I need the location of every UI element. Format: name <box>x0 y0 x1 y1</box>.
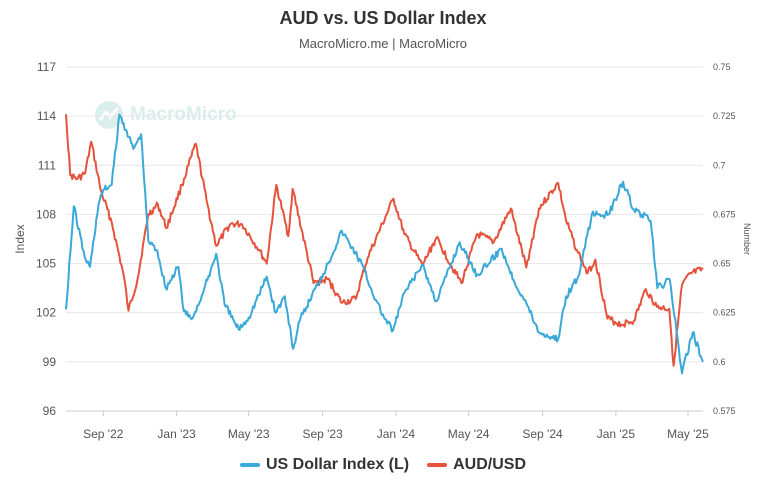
y-right-tick-label: 0.65 <box>713 259 731 269</box>
legend-item-dxy[interactable]: US Dollar Index (L) <box>239 456 410 474</box>
x-tick-label: Jan '25 <box>597 427 636 441</box>
legend-item-aud[interactable]: AUD/USD <box>427 456 526 474</box>
watermark-text: MacroMicro <box>130 104 237 125</box>
x-tick-label: May '25 <box>667 427 709 441</box>
y-right-tick-label: 0.6 <box>713 357 726 367</box>
y-right-tick-label: 0.75 <box>713 62 731 72</box>
y-right-tick-label: 0.625 <box>713 308 736 318</box>
chart-title: AUD vs. US Dollar Index <box>279 8 487 28</box>
y-left-tick-label: 99 <box>43 355 57 369</box>
y-left-axis-title: Index <box>13 224 27 253</box>
x-tick-label: Jan '24 <box>377 427 416 441</box>
y-left-tick-label: 105 <box>36 257 56 271</box>
y-right-tick-label: 0.725 <box>713 111 736 121</box>
x-tick-label: Sep '22 <box>83 427 124 441</box>
x-tick-label: Sep '23 <box>302 427 343 441</box>
y-left-tick-label: 108 <box>36 207 56 221</box>
x-tick-label: Jan '23 <box>157 427 196 441</box>
legend-swatch-aud <box>427 463 448 467</box>
us-dollar-index-line <box>65 113 704 375</box>
y-left-tick-label: 111 <box>38 158 57 172</box>
x-tick-label: Sep '24 <box>522 427 563 441</box>
aud-usd-line <box>65 114 704 367</box>
chart-subtitle: MacroMicro.me | MacroMicro <box>298 36 468 51</box>
y-right-axis-title: Number <box>742 223 752 255</box>
y-right-tick-label: 0.575 <box>713 406 736 416</box>
legend-swatch-dxy <box>239 463 260 467</box>
y-right-tick-label: 0.675 <box>713 209 736 219</box>
y-left-tick-label: 96 <box>43 404 57 418</box>
x-tick-label: May '24 <box>448 427 490 441</box>
legend-label-dxy: US Dollar Index (L) <box>265 456 410 473</box>
y-left-tick-label: 102 <box>36 306 56 320</box>
y-right-tick-label: 0.7 <box>713 160 726 170</box>
y-left-tick-label: 114 <box>37 109 56 123</box>
x-tick-label: May '23 <box>228 427 270 441</box>
y-left-tick-label: 117 <box>37 60 56 74</box>
legend: US Dollar Index (L) AUD/USD <box>0 456 766 474</box>
legend-label-aud: AUD/USD <box>453 456 526 473</box>
